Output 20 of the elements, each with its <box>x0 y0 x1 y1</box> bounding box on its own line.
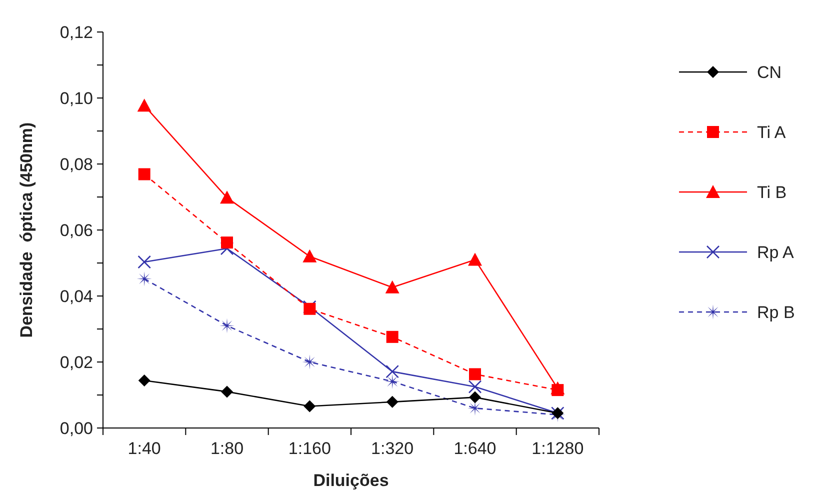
x-tick-label: 1:1280 <box>532 439 584 458</box>
y-tick-label: 0,08 <box>60 154 93 174</box>
y-tick-label: 0,00 <box>60 418 93 438</box>
legend-label: Ti B <box>757 182 787 202</box>
legend-label: Rp A <box>757 242 795 262</box>
y-tick-label: 0,02 <box>60 352 93 372</box>
y-axis-title: Densidade óptica (450nm) <box>17 122 36 338</box>
x-tick-label: 1:40 <box>128 439 161 458</box>
x-axis-title: Diluições <box>313 471 389 490</box>
x-tick-label: 1:80 <box>210 439 244 458</box>
y-tick-label: 0,04 <box>60 286 93 306</box>
legend-label: CN <box>757 62 782 82</box>
x-tick-label: 1:160 <box>288 439 331 458</box>
x-tick-label: 1:320 <box>371 439 414 458</box>
legend-label: Rp B <box>757 302 795 322</box>
y-tick-label: 0,12 <box>60 22 93 42</box>
x-tick-label: 1:640 <box>454 439 496 458</box>
legend-label: Ti A <box>757 122 786 142</box>
y-tick-label: 0,06 <box>60 220 93 240</box>
y-tick-label: 0,10 <box>60 88 93 108</box>
